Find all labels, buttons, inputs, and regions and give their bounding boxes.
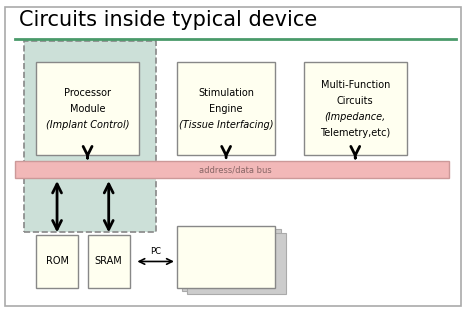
Text: Circuits: Circuits <box>337 96 374 106</box>
FancyBboxPatch shape <box>177 62 276 155</box>
Text: address/data bus: address/data bus <box>199 165 272 174</box>
Text: 128k(ens): 128k(ens) <box>200 268 252 278</box>
Text: PC: PC <box>150 247 161 256</box>
Text: (Impedance,: (Impedance, <box>325 112 386 122</box>
Text: Module: Module <box>70 104 106 114</box>
FancyBboxPatch shape <box>5 7 461 306</box>
Text: (Tissue Interfacing): (Tissue Interfacing) <box>179 120 273 130</box>
Text: EEPROM: EEPROM <box>204 236 248 246</box>
Text: Circuits inside typical device: Circuits inside typical device <box>19 10 318 30</box>
Text: SRAM: SRAM <box>95 256 122 267</box>
FancyBboxPatch shape <box>182 229 281 291</box>
Text: ROM: ROM <box>46 256 69 267</box>
FancyBboxPatch shape <box>24 41 156 232</box>
FancyBboxPatch shape <box>36 62 139 155</box>
Text: Stimulation: Stimulation <box>198 88 254 98</box>
Text: (Implant Control): (Implant Control) <box>46 120 130 130</box>
Text: Engine: Engine <box>209 104 243 114</box>
Text: Telemetry,etc): Telemetry,etc) <box>320 128 390 138</box>
FancyBboxPatch shape <box>36 235 78 288</box>
FancyBboxPatch shape <box>177 226 276 288</box>
Text: Processor: Processor <box>64 88 111 98</box>
FancyBboxPatch shape <box>304 62 407 155</box>
FancyBboxPatch shape <box>15 161 449 178</box>
Text: 32k(ins): 32k(ins) <box>205 252 247 262</box>
FancyBboxPatch shape <box>187 233 286 294</box>
FancyBboxPatch shape <box>88 235 130 288</box>
Text: Multi-Function: Multi-Function <box>321 80 390 90</box>
